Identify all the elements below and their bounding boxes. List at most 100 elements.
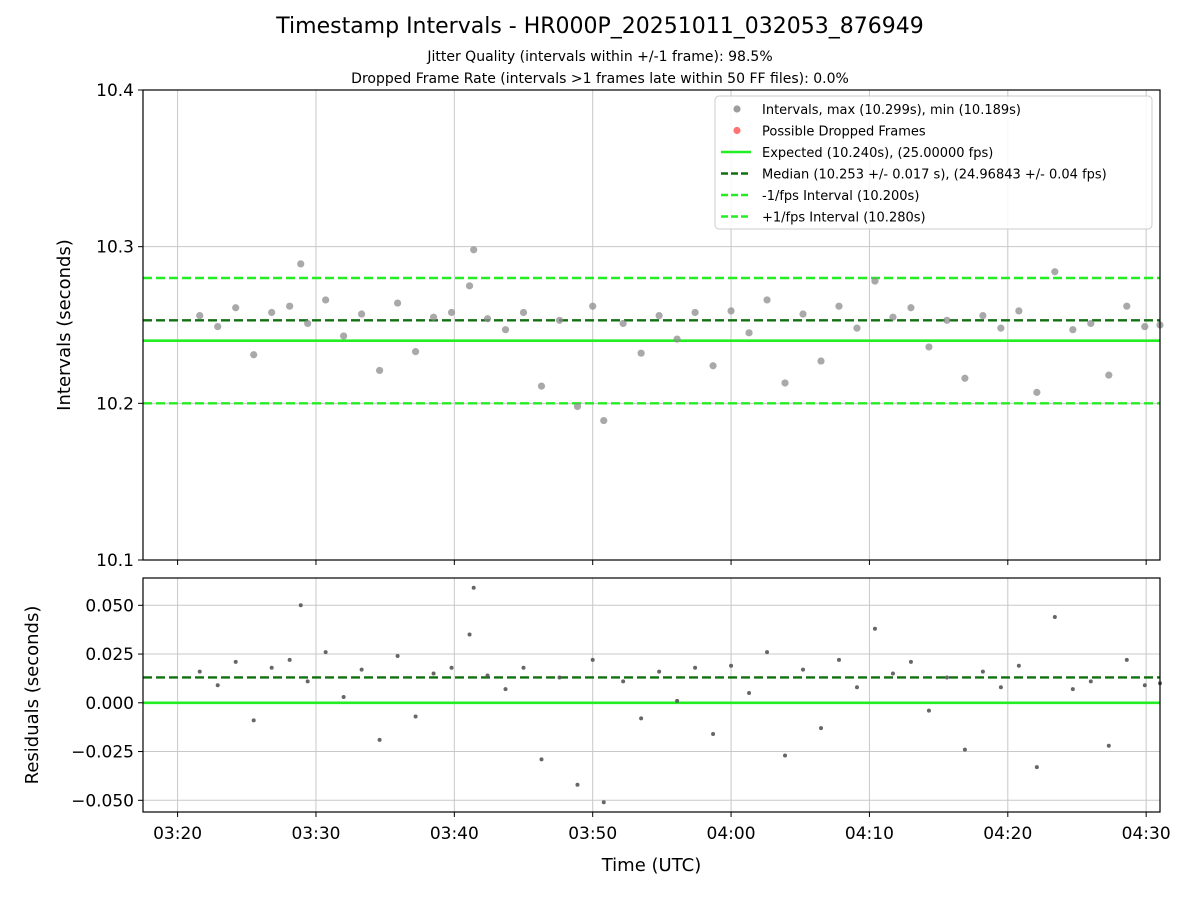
residual-point [926, 708, 931, 713]
residual-point [765, 650, 770, 655]
residual-point [413, 714, 418, 719]
residual-point [729, 663, 734, 668]
interval-point [853, 324, 861, 332]
residual-point [251, 718, 256, 723]
x-tick-label: 04:20 [983, 824, 1032, 844]
residual-point [269, 665, 274, 670]
interval-point [358, 310, 366, 318]
legend-label: Median (10.253 +/- 0.017 s), (24.96843 +… [762, 168, 1107, 183]
residual-point [1124, 657, 1129, 662]
x-tick-label: 04:00 [707, 824, 756, 844]
interval-point [763, 296, 771, 304]
residual-point [298, 603, 303, 608]
y-axis-label: Residuals (seconds) [22, 606, 43, 785]
interval-point [871, 277, 879, 285]
interval-point [997, 324, 1005, 332]
interval-point [214, 322, 222, 331]
residual-point [341, 694, 346, 699]
interval-point [286, 302, 294, 310]
x-tick-label: 03:20 [153, 824, 202, 844]
residual-point [467, 632, 472, 637]
interval-point [907, 304, 915, 312]
interval-point [1033, 388, 1041, 396]
interval-point [411, 348, 420, 356]
interval-point [1087, 319, 1095, 328]
dropped-frame-subtitle: Dropped Frame Rate (intervals >1 frames … [351, 71, 849, 87]
residual-point [521, 665, 526, 670]
x-tick-label: 03:50 [568, 824, 617, 844]
residual-point [1142, 683, 1147, 688]
residual-point [711, 732, 716, 736]
interval-point [250, 351, 258, 359]
interval-point [889, 313, 897, 321]
residual-point [962, 747, 967, 752]
interval-point [304, 319, 312, 328]
residual-point [1070, 687, 1075, 692]
residual-point [1034, 765, 1039, 770]
y-tick-label: −0.050 [71, 791, 134, 811]
residual-point [215, 683, 220, 688]
interval-point [268, 308, 276, 317]
x-axis-label: Time (UTC) [601, 855, 702, 876]
residual-point [854, 685, 859, 690]
legend-marker [733, 105, 741, 113]
legend-label: Possible Dropped Frames [762, 125, 926, 140]
residual-point [503, 687, 508, 692]
residual-point [747, 691, 752, 696]
residual-point [1016, 663, 1021, 668]
interval-point [1123, 302, 1131, 310]
y-tick-label: 10.3 [96, 238, 134, 258]
x-tick-label: 03:30 [291, 824, 340, 844]
interval-point [745, 329, 753, 337]
residual-point [675, 698, 680, 703]
interval-point [943, 316, 951, 324]
residual-point [980, 669, 985, 674]
residual-point [431, 671, 436, 676]
residual-point [1106, 743, 1111, 748]
interval-point [1015, 307, 1023, 315]
interval-point [196, 312, 204, 320]
interval-point [1105, 371, 1113, 379]
legend-label: +1/fps Interval (10.280s) [762, 211, 926, 226]
residual-point [621, 679, 626, 684]
interval-point [835, 302, 843, 310]
x-tick-label: 04:30 [1122, 824, 1171, 844]
residual-point [539, 757, 544, 762]
interval-point [376, 366, 384, 375]
interval-point [781, 379, 789, 387]
legend-label: Expected (10.240s), (25.00000 fps) [762, 146, 993, 161]
interval-point [555, 316, 564, 324]
residual-point [601, 800, 606, 805]
y-tick-label: −0.025 [71, 743, 134, 763]
y-tick-label: 0.000 [85, 694, 134, 714]
interval-point [297, 260, 305, 268]
residual-point [287, 657, 292, 662]
interval-point [393, 299, 402, 307]
residual-point [819, 726, 823, 731]
residual-point [323, 650, 328, 655]
interval-point [589, 302, 597, 310]
residual-point [590, 657, 595, 662]
plot-frame [142, 577, 1161, 813]
interval-point [961, 374, 969, 382]
residual-point [944, 675, 949, 680]
chart-title: Timestamp Intervals - HR000P_20251011_03… [276, 14, 924, 39]
residual-point [872, 626, 877, 631]
legend-box [714, 95, 1153, 230]
residual-point [657, 669, 662, 674]
interval-point [232, 304, 240, 312]
interval-point [537, 382, 546, 390]
interval-point [465, 282, 474, 290]
interval-point [727, 307, 735, 315]
residual-point [639, 716, 644, 721]
interval-point [519, 308, 528, 317]
residual-point [395, 654, 400, 658]
x-tick-label: 03:40 [430, 824, 479, 844]
intervals-plot: 10.1 10.2 10.3 10.4 Intervals (seconds) Inter… [54, 81, 1164, 571]
interval-point [637, 349, 645, 357]
interval-point [925, 343, 933, 351]
interval-point [1141, 322, 1149, 331]
interval-point [340, 332, 348, 340]
interval-point [979, 312, 987, 320]
